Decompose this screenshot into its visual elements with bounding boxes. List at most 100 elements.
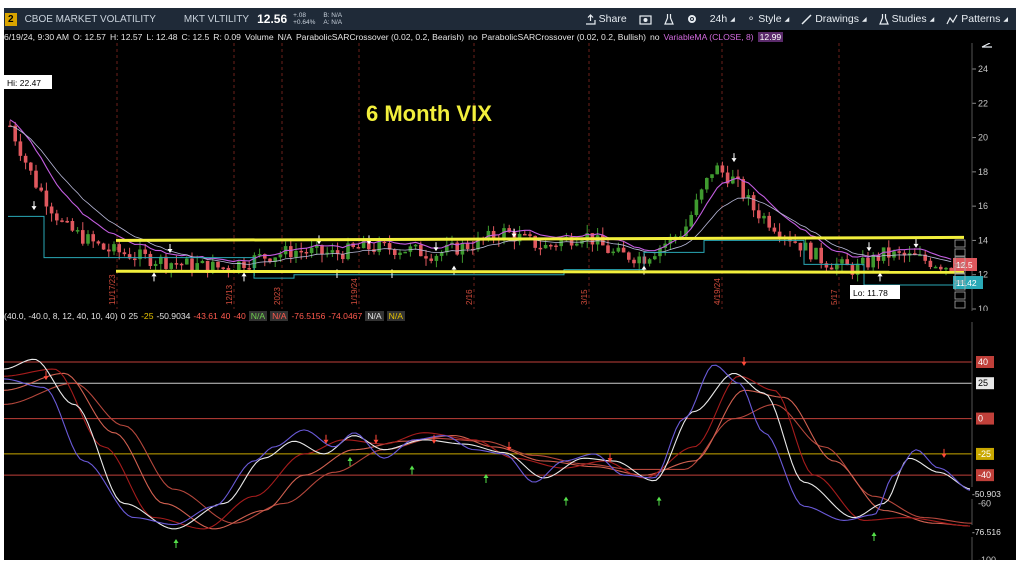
expand-icon[interactable] xyxy=(981,43,992,48)
psar-bullish-label[interactable]: ParabolicSARCrossover (0.02, 0.2, Bullis… xyxy=(481,31,646,42)
studies-button[interactable]: Studies ◢ xyxy=(878,13,934,25)
svg-text:12.5: 12.5 xyxy=(956,260,973,270)
candle-body xyxy=(621,247,626,253)
price-chart[interactable]: 11/17/23 12/13 2023 1/19/24 2/16 3/15 4/19/24 5… xyxy=(4,43,1016,311)
candle-body xyxy=(767,215,771,228)
share-button[interactable]: Share xyxy=(585,13,627,25)
osc-line-red xyxy=(4,368,973,530)
osc-value-3: 40 xyxy=(220,311,231,321)
y-tick-label: -60 xyxy=(978,498,991,508)
style-button[interactable]: ⚬ Style ◢ xyxy=(746,13,790,25)
sell-arrow xyxy=(506,446,512,451)
sell-arrow xyxy=(607,458,613,463)
candle-body xyxy=(164,256,168,269)
candle-body xyxy=(273,257,277,262)
buy-arrow xyxy=(241,272,247,277)
close-value: C: 12.5 xyxy=(181,31,210,42)
level-tag-bg xyxy=(976,377,994,390)
candle-body xyxy=(523,233,527,236)
candle-body xyxy=(153,263,158,267)
candle-body xyxy=(211,261,215,273)
flask-button[interactable] xyxy=(663,13,674,25)
chart-annotation: 6 Month VIX xyxy=(366,101,492,126)
volume-value: N/A xyxy=(277,31,292,42)
candle-body xyxy=(117,244,121,253)
candle-body xyxy=(746,195,751,199)
candle-body xyxy=(75,230,80,232)
buy-arrow xyxy=(871,531,877,536)
candle-body xyxy=(304,251,309,254)
candle-body xyxy=(387,243,392,250)
candle-body xyxy=(65,220,69,223)
buy-arrow xyxy=(347,457,353,461)
candle-body xyxy=(829,267,834,270)
candle-body xyxy=(237,261,241,271)
oscillator-lines xyxy=(4,358,973,530)
buy-arrow xyxy=(451,265,457,270)
candle-body xyxy=(845,259,849,266)
support-line xyxy=(115,269,965,274)
candle-body xyxy=(902,252,907,256)
candle-body xyxy=(263,254,267,259)
candle-body xyxy=(715,165,719,175)
sell-arrow xyxy=(31,206,37,211)
patterns-button[interactable]: Patterns ◢ xyxy=(946,13,1008,25)
candle-body xyxy=(81,230,85,244)
level-tag-label: 0 xyxy=(978,414,983,424)
candle-body xyxy=(585,233,589,241)
event-flag xyxy=(954,256,966,265)
osc-value-7: -76.5156 xyxy=(291,311,326,321)
volume-label[interactable]: Volume xyxy=(244,31,274,42)
settings-button[interactable] xyxy=(686,13,698,25)
y-tick-label: 20 xyxy=(978,133,988,143)
moving-average-line xyxy=(9,125,952,265)
osc-value-m25: -25 xyxy=(141,311,154,321)
candle-body xyxy=(242,261,246,269)
candle-body xyxy=(278,254,283,258)
event-flag xyxy=(954,265,966,274)
candle-body xyxy=(741,179,745,199)
y-tick-label: 16 xyxy=(978,201,988,211)
timeframe-button[interactable]: 24h ◢ xyxy=(709,13,735,25)
variable-ma-value: 12.99 xyxy=(757,31,784,42)
osc-value-8: -74.0467 xyxy=(328,311,363,321)
sell-arrow xyxy=(323,439,329,444)
oscillator-arrows xyxy=(43,357,947,549)
candle-body xyxy=(398,252,402,256)
candle-body xyxy=(689,214,693,227)
drawings-button[interactable]: Drawings ◢ xyxy=(801,13,867,25)
symbol-badge[interactable]: 2 xyxy=(5,12,17,26)
candle-body xyxy=(320,245,324,255)
candle-body xyxy=(205,260,210,273)
osc-value-10: N/A xyxy=(386,311,405,321)
psar-bearish-value: no xyxy=(468,31,478,42)
candle-body xyxy=(174,263,179,265)
oscillator-info-line: (40.0, -40.0, 8, 12, 40, 10, 40) 0 25 -2… xyxy=(4,310,974,322)
candle-body xyxy=(361,240,366,249)
variable-ma-label[interactable]: VariableMA (CLOSE, 8) xyxy=(663,31,754,42)
candle-body xyxy=(393,249,397,256)
osc-value-2: -43.61 xyxy=(193,311,218,321)
bid-value: B: N/A xyxy=(323,12,343,19)
candle-body xyxy=(611,251,615,254)
psar-bearish-label[interactable]: ParabolicSARCrossover (0.02, 0.2, Bearis… xyxy=(295,31,465,42)
chevron-down-icon: ◢ xyxy=(730,16,735,23)
candle-body xyxy=(616,247,621,252)
candle-body xyxy=(268,258,272,262)
candle-body xyxy=(408,246,413,252)
buy-arrow xyxy=(563,496,569,501)
osc-value-5: N/A xyxy=(248,311,268,321)
candle-body xyxy=(533,235,537,248)
candle-body xyxy=(559,240,563,247)
candle-body xyxy=(413,244,418,247)
osc-line-blue xyxy=(4,364,973,526)
candle-body xyxy=(434,255,439,261)
candle-body xyxy=(330,250,335,253)
candle-body xyxy=(148,253,153,267)
oscillator-params[interactable]: (40.0, -40.0, 8, 12, 40, 10, 40) xyxy=(4,311,118,321)
candle-body xyxy=(179,263,184,266)
snapshot-button[interactable] xyxy=(639,14,652,25)
candle-body xyxy=(143,249,147,254)
